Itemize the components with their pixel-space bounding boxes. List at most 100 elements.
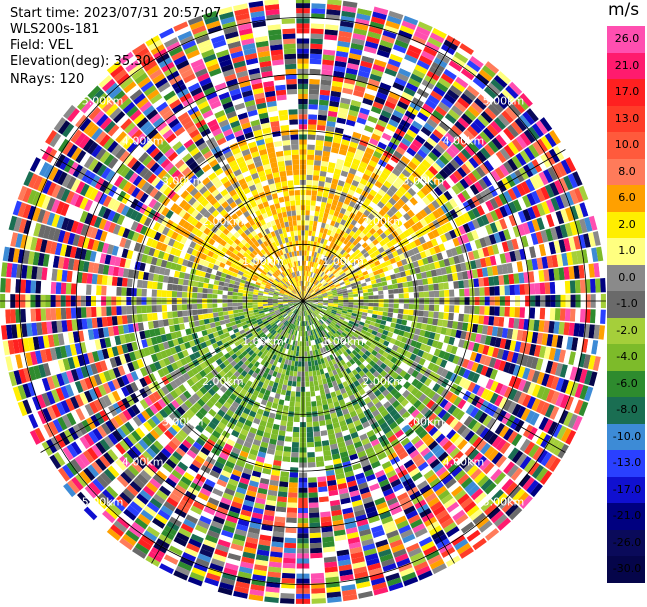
velocity-gate xyxy=(330,220,336,227)
velocity-gate xyxy=(572,415,583,431)
velocity-gate xyxy=(353,126,364,135)
velocity-gate xyxy=(528,144,540,158)
velocity-gate xyxy=(311,284,316,289)
velocity-gate xyxy=(369,333,376,340)
velocity-gate xyxy=(353,215,360,222)
velocity-gate xyxy=(307,302,313,305)
velocity-gate xyxy=(316,306,322,310)
velocity-gate xyxy=(437,319,444,327)
velocity-gate xyxy=(487,140,499,153)
velocity-gate xyxy=(420,323,428,331)
velocity-gate xyxy=(469,81,483,94)
velocity-gate xyxy=(515,96,530,111)
velocity-gate xyxy=(525,234,534,247)
velocity-gate xyxy=(368,306,374,311)
velocity-gate xyxy=(558,267,565,281)
velocity-gate xyxy=(374,96,386,105)
velocity-gate xyxy=(437,140,449,151)
velocity-gate xyxy=(378,290,384,295)
velocity-gate xyxy=(306,255,309,261)
velocity-gate xyxy=(511,138,524,152)
velocity-gate xyxy=(573,187,584,203)
velocity-gate xyxy=(382,266,389,273)
velocity-gate xyxy=(307,457,316,463)
velocity-gate xyxy=(475,73,490,86)
velocity-gate xyxy=(307,296,313,300)
velocity-gate xyxy=(312,175,320,181)
velocity-gate xyxy=(516,405,527,419)
velocity-gate xyxy=(578,234,586,249)
velocity-gate xyxy=(449,84,463,97)
velocity-gate xyxy=(308,477,317,483)
velocity-gate xyxy=(319,248,325,255)
velocity-gate xyxy=(352,288,358,292)
velocity-gate xyxy=(363,302,369,306)
velocity-gate xyxy=(428,151,439,162)
velocity-gate xyxy=(344,155,354,163)
velocity-gate xyxy=(309,261,313,267)
velocity-gate xyxy=(390,322,397,329)
velocity-gate xyxy=(427,179,438,190)
velocity-gate xyxy=(308,99,319,105)
velocity-gate xyxy=(319,501,330,508)
velocity-gate xyxy=(332,319,338,324)
velocity-gate xyxy=(431,199,441,210)
velocity-gate xyxy=(410,73,423,84)
velocity-gate xyxy=(473,409,484,421)
velocity-gate xyxy=(343,245,349,251)
velocity-gate xyxy=(419,375,428,384)
velocity-gate xyxy=(309,245,313,252)
velocity-gate xyxy=(551,334,559,348)
velocity-gate xyxy=(417,259,424,267)
velocity-gate xyxy=(306,346,310,352)
velocity-gate xyxy=(332,226,338,233)
velocity-gate xyxy=(319,278,324,283)
velocity-gate xyxy=(381,315,388,321)
velocity-gate xyxy=(528,319,535,331)
velocity-gate xyxy=(323,239,328,245)
velocity-gate xyxy=(347,57,361,66)
velocity-gate xyxy=(356,13,371,21)
velocity-gate xyxy=(303,270,306,276)
velocity-gate xyxy=(386,189,395,198)
velocity-gate xyxy=(489,197,499,210)
velocity-gate xyxy=(387,312,394,318)
velocity-gate xyxy=(322,217,328,224)
velocity-gate xyxy=(336,289,343,293)
velocity-gate xyxy=(460,93,474,105)
velocity-gate xyxy=(378,307,384,312)
velocity-gate xyxy=(380,276,387,282)
velocity-gate xyxy=(435,125,447,136)
velocity-gate xyxy=(390,114,402,124)
velocity-gate xyxy=(311,292,316,296)
velocity-gate xyxy=(318,302,324,304)
velocity-gate xyxy=(535,358,544,371)
velocity-gate xyxy=(311,305,317,309)
velocity-gate xyxy=(290,365,295,372)
velocity-gate xyxy=(485,212,495,224)
velocity-gate xyxy=(324,34,338,41)
velocity-gate xyxy=(321,307,327,311)
velocity-gate xyxy=(321,440,330,447)
velocity-gate xyxy=(587,232,596,247)
velocity-gate xyxy=(304,235,308,241)
velocity-gate xyxy=(478,178,488,190)
velocity-gate xyxy=(579,384,589,400)
velocity-gate xyxy=(283,557,296,564)
velocity-gate xyxy=(598,325,606,340)
velocity-gate xyxy=(347,255,353,262)
velocity-gate xyxy=(350,315,357,320)
velocity-gate xyxy=(383,236,391,244)
velocity-gate xyxy=(442,319,449,328)
velocity-gate xyxy=(533,270,540,283)
velocity-gate xyxy=(308,271,312,277)
velocity-gate xyxy=(465,404,475,415)
velocity-gate xyxy=(395,272,402,279)
velocity-gate xyxy=(381,34,396,44)
velocity-gate xyxy=(307,281,310,287)
velocity-gate xyxy=(503,361,512,373)
velocity-gate xyxy=(362,228,369,235)
velocity-gate xyxy=(365,147,375,155)
velocity-gate xyxy=(527,382,537,396)
velocity-gate xyxy=(306,421,313,428)
